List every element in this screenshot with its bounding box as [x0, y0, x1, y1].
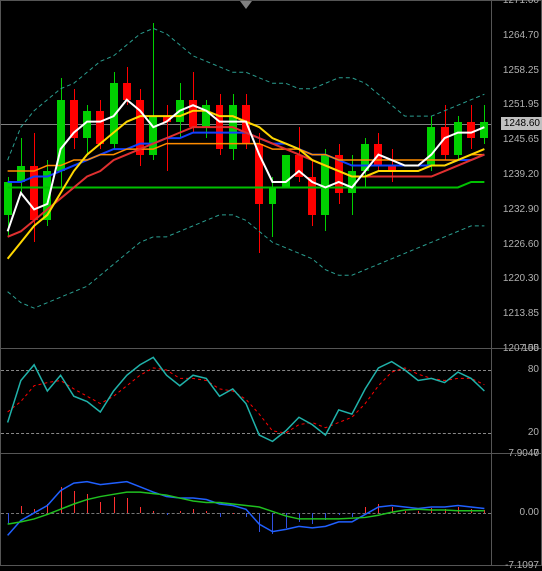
y-axis: 7.90470.00-7.1097: [491, 454, 542, 565]
y-tick-label: 100: [522, 343, 539, 354]
chart-area[interactable]: [1, 1, 491, 348]
macd-panel[interactable]: 7.90470.00-7.1097: [1, 454, 542, 566]
y-tick-label: 1213.85: [503, 308, 539, 319]
stochastic-panel[interactable]: 10080200: [1, 349, 542, 454]
current-price-tag: 1248.60: [501, 117, 542, 130]
y-tick-label: 1264.70: [503, 30, 539, 41]
y-tick-label: 1220.30: [503, 273, 539, 284]
y-tick-label: 1258.25: [503, 65, 539, 76]
y-axis: 10080200: [491, 349, 542, 453]
y-tick-label: 7.9047: [508, 448, 539, 459]
chart-area[interactable]: [1, 454, 491, 565]
y-tick-label: 0.00: [520, 507, 539, 518]
y-tick-label: 1271.00: [503, 0, 539, 6]
price-panel[interactable]: 1271.00 1264.70 1258.25 1251.95 1245.65 1239.…: [1, 1, 542, 349]
y-tick-label: 20: [528, 427, 539, 438]
y-tick-label: 1226.60: [503, 239, 539, 250]
y-tick-label: 80: [528, 364, 539, 375]
y-tick-label: 1232.90: [503, 204, 539, 215]
y-tick-label: 1239.20: [503, 169, 539, 180]
y-tick-label: 1245.65: [503, 134, 539, 145]
chart-area[interactable]: [1, 349, 491, 453]
chart-container: 1271.00 1264.70 1258.25 1251.95 1245.65 1239.…: [0, 0, 542, 566]
y-tick-label: 1251.95: [503, 99, 539, 110]
y-axis: 1271.00 1264.70 1258.25 1251.95 1245.65 1239.…: [491, 1, 542, 348]
